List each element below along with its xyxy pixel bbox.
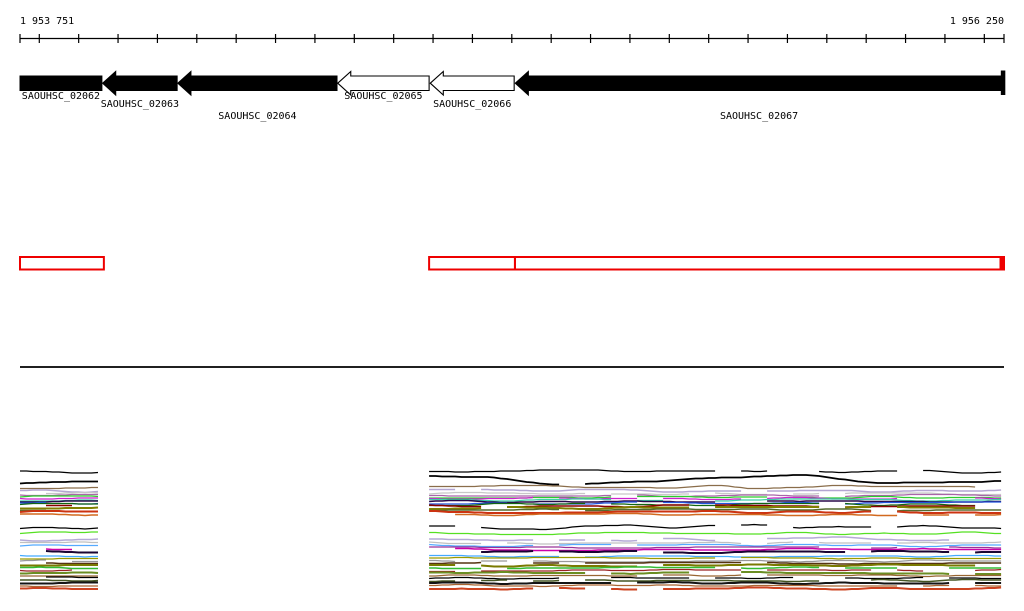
expression-line bbox=[429, 495, 1002, 499]
expression-line bbox=[19, 554, 98, 558]
expression-line bbox=[19, 495, 99, 498]
expression-profile-track bbox=[19, 469, 1002, 591]
expression-line bbox=[429, 578, 1002, 583]
gene-label: SAOUHSC_02064 bbox=[218, 111, 296, 122]
expression-line bbox=[429, 508, 1002, 512]
gene-label: SAOUHSC_02067 bbox=[720, 111, 798, 122]
expression-line bbox=[19, 510, 98, 513]
expression-line bbox=[429, 541, 1002, 545]
expression-line bbox=[429, 554, 1002, 558]
expression-line bbox=[429, 571, 1002, 576]
expression-line bbox=[429, 546, 1002, 549]
gene-label: SAOUHSC_02065 bbox=[344, 91, 422, 102]
expression-line bbox=[20, 587, 98, 590]
expression-line bbox=[429, 488, 1002, 493]
expression-line bbox=[20, 581, 98, 585]
ruler-end-label: 1 956 250 bbox=[950, 16, 1004, 27]
expression-line bbox=[20, 566, 98, 570]
gene-label: SAOUHSC_02066 bbox=[433, 99, 511, 110]
gene-arrow-SAOUHSC_02067[interactable] bbox=[514, 70, 1004, 97]
expression-line bbox=[429, 531, 1002, 536]
expression-line bbox=[20, 470, 99, 474]
expression-line bbox=[429, 576, 1002, 580]
expression-line bbox=[429, 583, 1002, 588]
ruler-start-label: 1 953 751 bbox=[20, 16, 74, 27]
highlight-region[interactable] bbox=[428, 256, 516, 271]
gene-end-marker bbox=[1000, 70, 1006, 95]
expression-line bbox=[19, 531, 98, 535]
expression-line bbox=[20, 506, 99, 510]
expression-line bbox=[20, 564, 98, 567]
expression-line bbox=[20, 571, 99, 575]
expression-line bbox=[19, 502, 98, 506]
gene-label: SAOUHSC_02062 bbox=[22, 91, 100, 102]
expression-line bbox=[19, 559, 98, 563]
expression-line bbox=[455, 547, 1002, 552]
expression-line bbox=[46, 576, 98, 579]
expression-line bbox=[455, 512, 1002, 517]
expression-line bbox=[46, 562, 98, 565]
gene-arrow-SAOUHSC_02063[interactable] bbox=[101, 70, 178, 97]
expression-line bbox=[20, 486, 98, 490]
expression-line bbox=[429, 565, 1001, 567]
expression-line bbox=[429, 537, 1001, 541]
expression-line bbox=[20, 579, 99, 582]
highlight-region[interactable] bbox=[19, 256, 105, 271]
expression-line bbox=[20, 557, 98, 560]
gene-arrow-SAOUHSC_02064[interactable] bbox=[177, 70, 338, 97]
expression-line bbox=[429, 566, 1002, 570]
expression-line bbox=[429, 543, 1002, 548]
expression-line bbox=[429, 581, 1002, 585]
expression-line bbox=[481, 550, 1002, 554]
expression-line bbox=[45, 550, 98, 554]
expression-line bbox=[19, 493, 98, 497]
gene-arrow-SAOUHSC_02066[interactable] bbox=[429, 70, 515, 97]
expression-line bbox=[20, 585, 98, 588]
expression-line bbox=[429, 559, 1002, 563]
expression-line bbox=[46, 549, 98, 550]
expression-line bbox=[429, 556, 1002, 560]
expression-line bbox=[429, 506, 976, 510]
expression-line bbox=[429, 523, 1002, 531]
expression-line bbox=[19, 538, 99, 542]
expression-line bbox=[20, 513, 98, 517]
expression-line bbox=[429, 568, 1002, 573]
ruler-track[interactable] bbox=[19, 34, 1005, 43]
gene-arrow-SAOUHSC_02062[interactable] bbox=[19, 75, 103, 91]
expression-line bbox=[20, 570, 98, 571]
expression-line bbox=[429, 469, 1002, 474]
expression-line bbox=[429, 498, 1002, 502]
expression-line bbox=[46, 491, 99, 495]
expression-line bbox=[19, 544, 98, 547]
expression-line bbox=[20, 541, 98, 544]
highlight-region[interactable] bbox=[513, 256, 1005, 271]
expression-line bbox=[429, 501, 1002, 505]
expression-line bbox=[429, 586, 1002, 591]
highlight-region-end-edge bbox=[999, 256, 1005, 271]
expression-line bbox=[429, 486, 1001, 489]
expression-line bbox=[19, 526, 99, 530]
gene-arrow-SAOUHSC_02065[interactable] bbox=[336, 70, 430, 97]
expression-line bbox=[19, 480, 98, 485]
expression-line bbox=[20, 500, 98, 503]
expression-line bbox=[429, 574, 1002, 578]
expression-line bbox=[19, 497, 98, 500]
highlight-region-track[interactable] bbox=[19, 256, 1005, 271]
expression-line bbox=[429, 493, 1002, 498]
gene-label: SAOUHSC_02063 bbox=[101, 99, 179, 110]
expression-line bbox=[429, 474, 1002, 486]
expression-line bbox=[429, 561, 1002, 565]
expression-line bbox=[429, 510, 1002, 514]
